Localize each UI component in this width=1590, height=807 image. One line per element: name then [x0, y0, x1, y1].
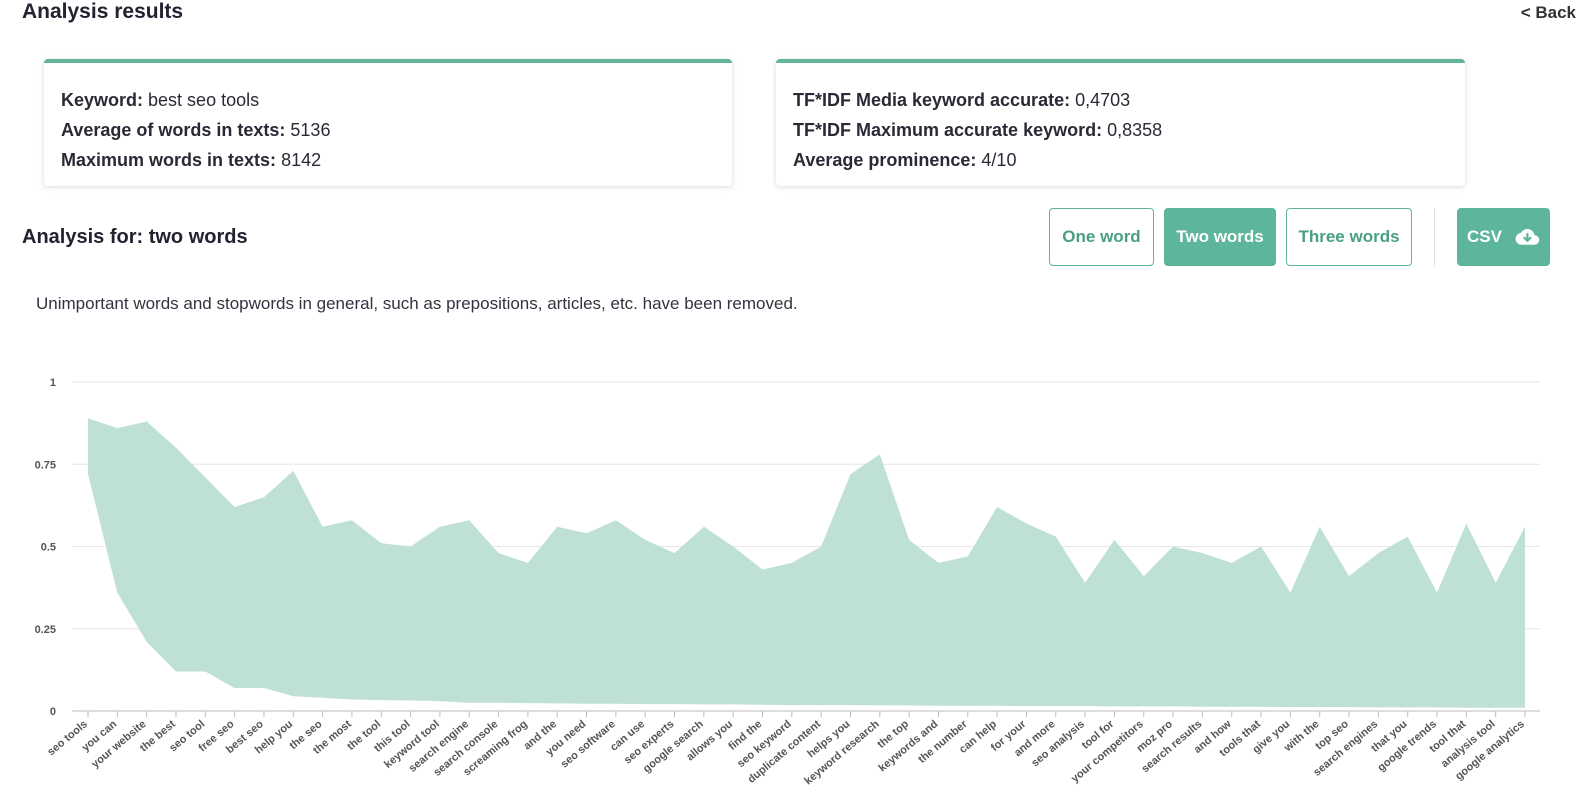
y-tick-label: 0.5 — [41, 542, 56, 554]
y-tick-label: 0.25 — [35, 624, 56, 636]
y-tick-label: 0.75 — [35, 459, 56, 471]
csv-label: CSV — [1467, 227, 1502, 246]
analysis-title: Analysis for: two words — [22, 226, 248, 248]
maximum-words-value: 8142 — [281, 150, 322, 170]
back-link[interactable]: < Back — [1520, 3, 1576, 22]
keyword-label: Keyword: — [61, 90, 144, 110]
average-words-label: Average of words in texts: — [61, 120, 286, 140]
button-divider — [1434, 208, 1435, 266]
keyword-value: best seo tools — [148, 90, 260, 110]
prominence-label: Average prominence: — [793, 150, 977, 170]
tfidf-media-label: TF*IDF Media keyword accurate: — [793, 90, 1071, 110]
one-word-button[interactable]: One word — [1049, 208, 1154, 266]
prominence-value: 4/10 — [981, 150, 1017, 170]
maximum-words-label: Maximum words in texts: — [61, 150, 277, 170]
cloud-download-icon — [1515, 229, 1540, 245]
chart-area-layer — [88, 418, 1525, 708]
tfidf-media-row: TF*IDF Media keyword accurate: 0,4703 — [793, 85, 1448, 115]
two-words-button[interactable]: Two words — [1164, 208, 1276, 266]
tfidf-media-value: 0,4703 — [1075, 90, 1131, 110]
prominence-row: Average prominence: 4/10 — [793, 145, 1448, 175]
page-title: Analysis results — [22, 0, 184, 23]
tfidf-maximum-value: 0,8358 — [1107, 120, 1163, 140]
csv-download-button[interactable]: CSV — [1457, 208, 1550, 266]
y-axis-labels: 0 0.25 0.5 0.75 1 — [35, 377, 56, 718]
x-tick-label: seo tools — [45, 718, 90, 758]
stopwords-note: Unimportant words and stopwords in gener… — [36, 294, 798, 313]
density-area — [88, 418, 1525, 708]
keyword-row: Keyword: best seo tools — [61, 85, 715, 115]
tfidf-maximum-row: TF*IDF Maximum accurate keyword: 0,8358 — [793, 115, 1448, 145]
average-words-value: 5136 — [290, 120, 331, 140]
average-words-row: Average of words in texts: 5136 — [61, 115, 715, 145]
maximum-words-row: Maximum words in texts: 8142 — [61, 145, 715, 175]
x-axis — [72, 710, 1540, 717]
y-tick-label: 0 — [50, 706, 56, 718]
y-tick-label: 1 — [50, 377, 56, 389]
three-words-button[interactable]: Three words — [1286, 208, 1412, 266]
tfidf-maximum-label: TF*IDF Maximum accurate keyword: — [793, 120, 1103, 140]
summary-card-keyword: Keyword: best seo tools Average of words… — [44, 59, 732, 186]
summary-card-tfidf: TF*IDF Media keyword accurate: 0,4703 TF… — [776, 59, 1465, 186]
